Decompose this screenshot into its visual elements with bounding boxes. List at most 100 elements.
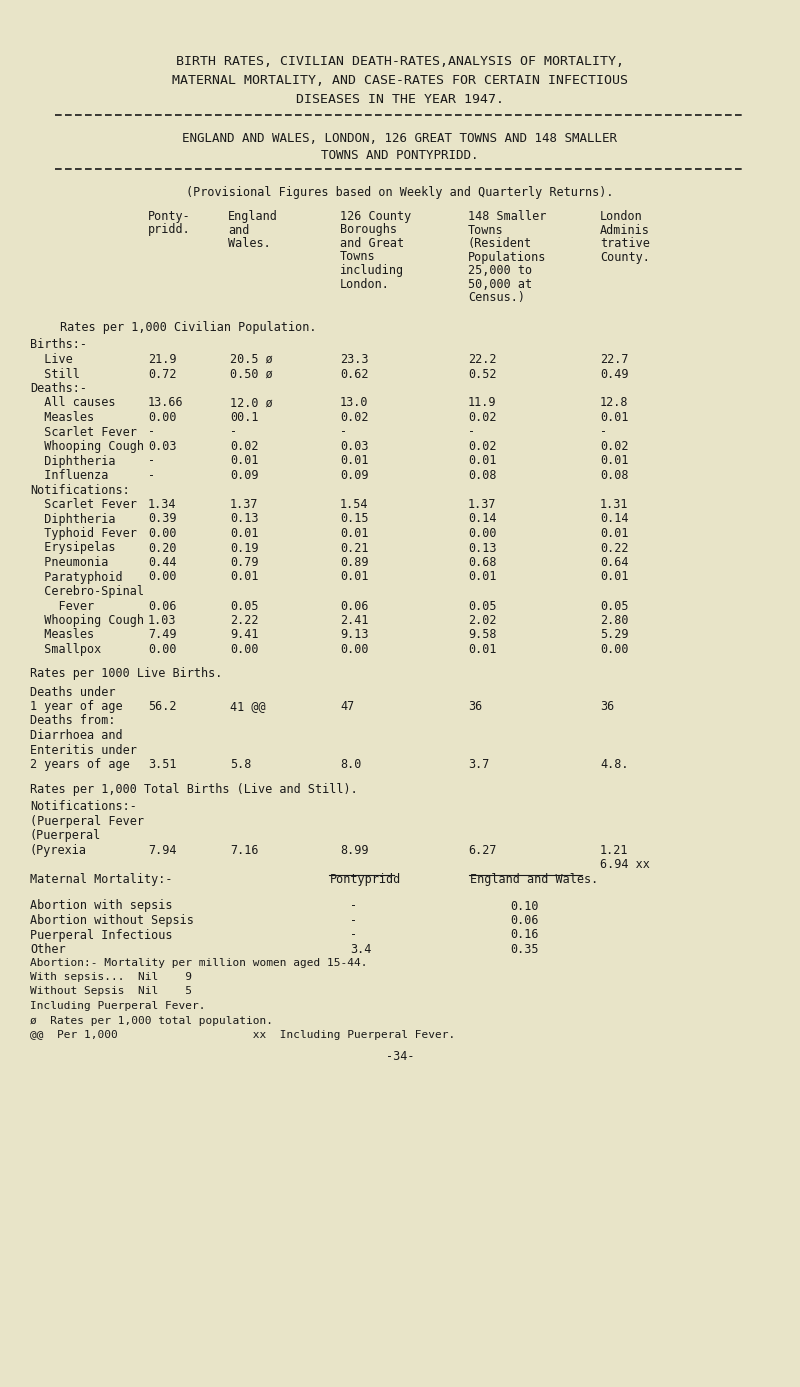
Text: 0.01: 0.01 [230,570,258,584]
Text: 0.06: 0.06 [340,599,369,613]
Text: 0.01: 0.01 [230,527,258,540]
Text: Still: Still [30,368,80,380]
Text: London.: London. [340,277,390,290]
Text: 36: 36 [600,700,614,713]
Text: (Provisional Figures based on Weekly and Quarterly Returns).: (Provisional Figures based on Weekly and… [186,186,614,198]
Text: 50,000 at: 50,000 at [468,277,532,290]
Text: 9.41: 9.41 [230,628,258,642]
Text: -: - [148,455,155,467]
Text: 1.37: 1.37 [468,498,497,510]
Text: 12.8: 12.8 [600,397,629,409]
Text: 0.01: 0.01 [468,644,497,656]
Text: 25,000 to: 25,000 to [468,264,532,277]
Text: Enteritis under: Enteritis under [30,743,137,756]
Text: Abortion:- Mortality per million women aged 15-44.: Abortion:- Mortality per million women a… [30,957,367,968]
Text: London: London [600,209,642,223]
Text: Pontypridd: Pontypridd [330,872,402,886]
Text: 126 County: 126 County [340,209,411,223]
Text: Abortion without Sepsis: Abortion without Sepsis [30,914,194,927]
Text: 0.00: 0.00 [230,644,258,656]
Text: 0.05: 0.05 [230,599,258,613]
Text: 0.01: 0.01 [340,570,369,584]
Text: 0.00: 0.00 [148,527,177,540]
Text: England: England [228,209,278,223]
Text: 22.7: 22.7 [600,354,629,366]
Text: 0.06: 0.06 [510,914,538,927]
Text: 12.0 ø: 12.0 ø [230,397,273,409]
Text: Including Puerperal Fever.: Including Puerperal Fever. [30,1001,206,1011]
Text: Live: Live [30,354,73,366]
Text: 0.01: 0.01 [600,411,629,424]
Text: (Resident: (Resident [468,237,532,250]
Text: 0.01: 0.01 [340,455,369,467]
Text: 41 @@: 41 @@ [230,700,266,713]
Text: (Pyrexia: (Pyrexia [30,845,87,857]
Text: pridd.: pridd. [148,223,190,237]
Text: 0.49: 0.49 [600,368,629,380]
Text: 3.7: 3.7 [468,759,490,771]
Text: Paratyphoid: Paratyphoid [30,570,122,584]
Text: -: - [468,426,475,438]
Text: 0.39: 0.39 [148,513,177,526]
Text: Measles: Measles [30,628,94,642]
Text: Rates per 1000 Live Births.: Rates per 1000 Live Births. [30,667,222,681]
Text: 8.0: 8.0 [340,759,362,771]
Text: Scarlet Fever: Scarlet Fever [30,426,137,438]
Text: 0.01: 0.01 [468,455,497,467]
Text: 0.14: 0.14 [600,513,629,526]
Text: ENGLAND AND WALES, LONDON, 126 GREAT TOWNS AND 148 SMALLER: ENGLAND AND WALES, LONDON, 126 GREAT TOW… [182,132,618,146]
Text: Wales.: Wales. [228,237,270,250]
Text: 56.2: 56.2 [148,700,177,713]
Text: 20.5 ø: 20.5 ø [230,354,273,366]
Text: Fever: Fever [30,599,94,613]
Text: Rates per 1,000 Civilian Population.: Rates per 1,000 Civilian Population. [60,320,317,333]
Text: Puerperal Infectious: Puerperal Infectious [30,928,173,942]
Text: 0.00: 0.00 [148,411,177,424]
Text: Rates per 1,000 Total Births (Live and Still).: Rates per 1,000 Total Births (Live and S… [30,782,358,796]
Text: ø  Rates per 1,000 total population.: ø Rates per 1,000 total population. [30,1015,273,1025]
Text: 0.03: 0.03 [148,440,177,454]
Text: 6.27: 6.27 [468,845,497,857]
Text: 4.8.: 4.8. [600,759,629,771]
Text: 0.89: 0.89 [340,556,369,569]
Text: 1.31: 1.31 [600,498,629,510]
Text: 3.51: 3.51 [148,759,177,771]
Text: Births:-: Births:- [30,338,87,351]
Text: 0.01: 0.01 [600,455,629,467]
Text: 0.21: 0.21 [340,541,369,555]
Text: 0.09: 0.09 [230,469,258,483]
Text: 1.34: 1.34 [148,498,177,510]
Text: Typhoid Fever: Typhoid Fever [30,527,137,540]
Text: Boroughs: Boroughs [340,223,397,237]
Text: 0.44: 0.44 [148,556,177,569]
Text: 47: 47 [340,700,354,713]
Text: 0.08: 0.08 [468,469,497,483]
Text: Populations: Populations [468,251,546,264]
Text: -: - [148,426,155,438]
Text: 0.68: 0.68 [468,556,497,569]
Text: -: - [230,426,237,438]
Text: Diphtheria: Diphtheria [30,455,115,467]
Text: Whooping Cough: Whooping Cough [30,614,144,627]
Text: 2.41: 2.41 [340,614,369,627]
Text: 0.52: 0.52 [468,368,497,380]
Text: Measles: Measles [30,411,94,424]
Text: Notifications:: Notifications: [30,484,130,497]
Text: 0.64: 0.64 [600,556,629,569]
Text: 22.2: 22.2 [468,354,497,366]
Text: 0.15: 0.15 [340,513,369,526]
Text: 0.03: 0.03 [340,440,369,454]
Text: 1.54: 1.54 [340,498,369,510]
Text: and Great: and Great [340,237,404,250]
Text: 0.00: 0.00 [148,570,177,584]
Text: With sepsis...  Nil    9: With sepsis... Nil 9 [30,972,192,982]
Text: 0.19: 0.19 [230,541,258,555]
Text: 13.66: 13.66 [148,397,184,409]
Text: DISEASES IN THE YEAR 1947.: DISEASES IN THE YEAR 1947. [296,93,504,105]
Text: Census.): Census.) [468,291,525,304]
Text: 0.05: 0.05 [600,599,629,613]
Text: (Puerperal Fever: (Puerperal Fever [30,816,144,828]
Text: Other: Other [30,943,66,956]
Text: 3.4: 3.4 [350,943,371,956]
Text: 21.9: 21.9 [148,354,177,366]
